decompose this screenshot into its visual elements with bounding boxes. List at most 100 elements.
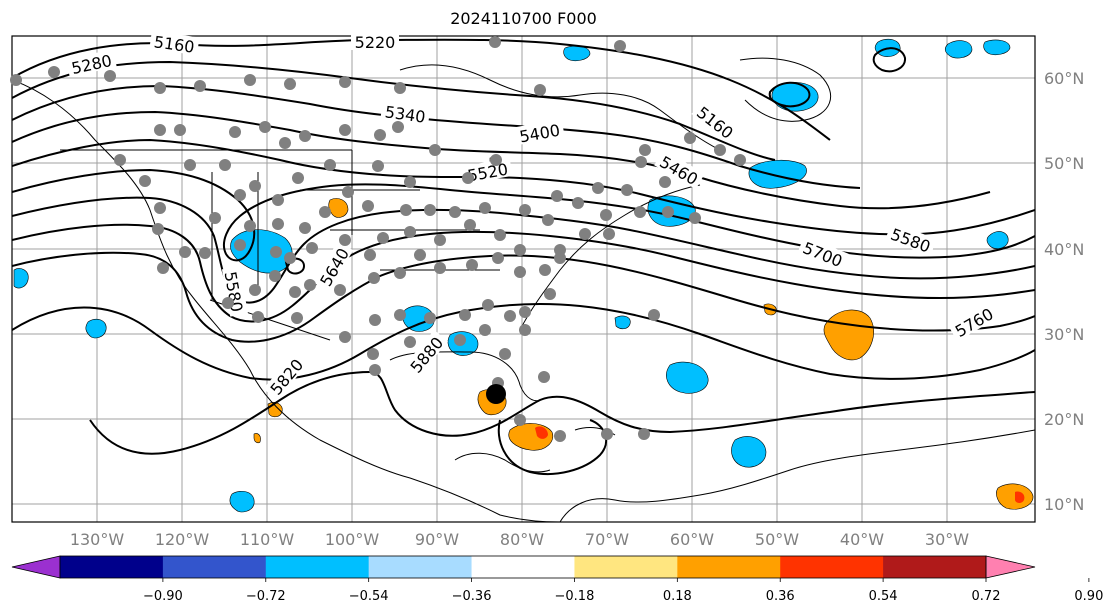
colorbar-tick-label: 0.54 [869,589,898,604]
contour-label-background [380,100,431,126]
station-dot [542,214,554,226]
station-dot [291,312,303,324]
station-dot [714,144,726,156]
station-dot [368,272,380,284]
positive-anomaly-patch [535,426,548,439]
station-dot [306,242,318,254]
station-dot [324,159,336,171]
station-dot [479,324,491,336]
station-dot [514,244,526,256]
colorbar-segment [471,556,575,578]
station-dot [538,371,550,383]
negative-anomaly-patch [731,436,767,468]
station-dot [404,176,416,188]
longitude-label: 130°W [70,530,125,549]
map-title: 2024110700 F000 [450,9,597,28]
station-dot [339,234,351,246]
colorbar-tick-label: −0.90 [143,589,183,604]
station-dot [374,129,386,141]
contour-label-background [462,158,513,185]
station-dot [209,212,221,224]
positive-anomaly-patch [1015,491,1025,503]
station-dot [492,252,504,264]
station-dot [414,249,426,261]
station-dot [244,220,256,232]
station-dot [229,126,241,138]
station-dot [339,124,351,136]
colorbar-segment [368,556,473,578]
station-dot [104,70,116,82]
station-dot [490,154,502,166]
station-dot [434,262,446,274]
colorbar-tick-labels: −0.90 −0.72 −0.54 −0.36 −0.18 0.18 0.36 0.54 0.7… [143,578,1103,604]
positive-anomaly-patch [328,198,349,218]
station-dot [394,309,406,321]
longitude-label: 70°W [585,530,629,549]
longitude-label: 120°W [155,530,210,549]
station-dot [449,206,461,218]
station-dot [544,288,556,300]
station-dot [299,130,311,142]
station-dot [10,74,22,86]
station-dot [284,252,296,264]
station-dot [600,209,612,221]
station-dot [648,309,660,321]
station-dot [364,249,376,261]
station-dot [179,246,191,258]
station-dot [554,244,566,256]
station-dot [494,229,506,241]
longitude-label: 80°W [500,530,544,549]
station-dot [394,267,406,279]
negative-anomaly-patch [13,268,29,289]
station-dot [139,175,151,187]
station-dot [434,234,446,246]
station-dot [152,223,164,235]
latitude-label: 30°N [1044,325,1084,344]
station-dot [504,310,516,322]
colorbar-segment [780,556,884,578]
station-dot [466,259,478,271]
colorbar-tick-label: 0.36 [766,589,795,604]
station-dot [48,66,60,78]
contour-label-background [654,149,705,190]
station-layer [10,36,746,442]
station-dot [662,206,674,218]
station-dot [601,428,613,440]
colorbar-extend-low [11,555,61,579]
longitude-label: 30°W [925,530,969,549]
station-dot [154,124,166,136]
colorbar-tick-label: 0.90 [1074,589,1103,604]
contour-label-background [948,301,999,342]
contour-label-background [263,351,309,401]
station-dot [514,266,526,278]
contour-label-background [351,32,399,50]
map-border [11,35,1036,523]
contour-label-background [691,99,741,144]
station-dot [519,324,531,336]
station-dot [174,124,186,136]
latitude-label: 40°N [1044,240,1084,259]
station-dot [234,239,246,251]
station-dot [154,82,166,94]
longitude-label: 60°W [670,530,714,549]
negative-anomaly-patch [563,45,591,62]
colorbar-segment [265,556,370,578]
station-dot [252,311,264,323]
station-dot [482,299,494,311]
colorbar-segment [883,556,987,578]
station-dot [635,156,647,168]
station-dot [534,84,546,96]
station-dot [572,197,584,209]
anomaly-shading [13,38,1034,513]
colorbar-outline [59,555,987,579]
station-dot [249,180,261,192]
station-dot [292,172,304,184]
station-dot [222,297,234,309]
negative-anomaly-patch [614,315,631,330]
station-dot [362,200,374,212]
station-dot [551,190,563,202]
station-dot [219,159,231,171]
station-dot [400,204,412,216]
station-dot [429,144,441,156]
negative-anomaly-patch [944,40,973,59]
